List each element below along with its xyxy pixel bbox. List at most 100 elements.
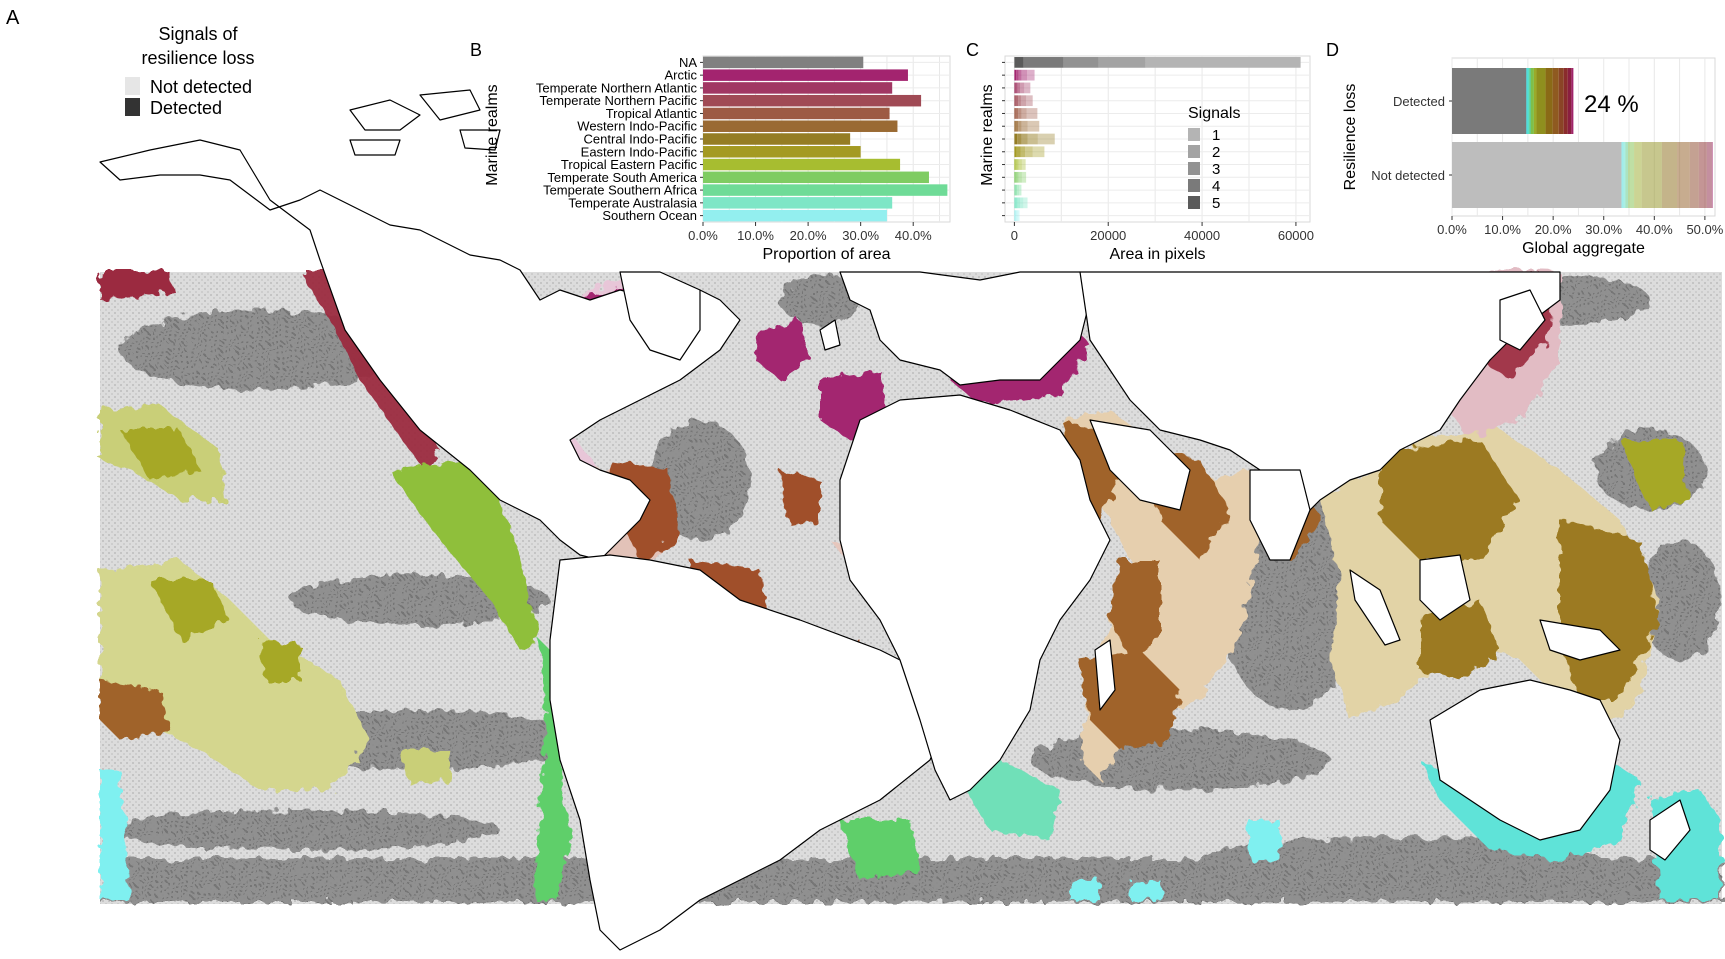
tick-label-x-b: 0.0% [688, 228, 718, 243]
bar-b [703, 133, 851, 145]
bar-segment-c [1014, 133, 1018, 145]
bar-segment-c [1014, 69, 1017, 81]
legend-label-not-detected: Not detected [150, 77, 252, 97]
panel-label-a: A [6, 7, 20, 29]
bar-segment-c [1016, 171, 1019, 183]
land-canadian-islands [349, 89, 501, 156]
land-north-america [99, 139, 741, 561]
bar-b [703, 69, 908, 81]
legend-a-title-line2: resilience loss [141, 48, 254, 68]
tick-label-y-d: Not detected [1371, 168, 1445, 183]
panel-c-chart: 0 20000 40000 60000 Area in pixels Marine rea… [979, 55, 1314, 263]
tick-label-y-b: Eastern Indo-Pacific [581, 144, 698, 159]
bar-segment-c [1017, 197, 1021, 209]
tick-label-y-b: Tropical Atlantic [606, 106, 698, 121]
bar-segment-c [1026, 95, 1033, 107]
bar-segment-d [1689, 142, 1699, 208]
bar-segment-c [1018, 120, 1022, 132]
bar-segment-d [1628, 142, 1635, 208]
bar-segment-c [1015, 210, 1017, 221]
bar-segment-d [1526, 68, 1528, 134]
bar-segment-c [1018, 159, 1022, 170]
panel-a-map [99, 89, 1722, 951]
bar-segment-c [1014, 120, 1016, 132]
legend-entry-c: 4 [1212, 178, 1220, 195]
land-new-guinea [1539, 619, 1621, 661]
land-arabia [1089, 419, 1191, 511]
tick-label-y-b: Southern Ocean [602, 208, 697, 223]
tick-label-y-b: Temperate South America [547, 170, 697, 185]
bar-segment-d [1706, 142, 1712, 208]
tick-label-x-c: 0 [1011, 228, 1018, 243]
bar-segment-c [1026, 108, 1038, 119]
bar-segment-d [1623, 142, 1626, 208]
bar-segment-d [1661, 142, 1678, 208]
bar-segment-c [1015, 108, 1019, 119]
bar-segment-c [1027, 120, 1040, 132]
bar-segment-c [1037, 133, 1055, 145]
bar-segment-d [1530, 68, 1534, 134]
bar-b [703, 197, 893, 209]
tick-label-y-b: NA [679, 55, 697, 70]
bar-segment-c [1021, 120, 1028, 132]
tick-label-y-d: Detected [1393, 94, 1445, 109]
bar-segment-c [1023, 197, 1028, 209]
bar-segment-c [1015, 197, 1018, 209]
bar-segment-d [1552, 68, 1559, 134]
axis-label-x-c: Area in pixels [1109, 246, 1205, 263]
bar-b [703, 184, 948, 196]
bar-segment-d [1625, 142, 1629, 208]
bar-segment-c [1014, 146, 1017, 158]
panel-label-c: C [966, 40, 979, 60]
axis-label-x-b: Proportion of area [762, 246, 890, 263]
bar-b [703, 94, 922, 107]
bar-segment-c [1020, 82, 1025, 94]
bar-segment-c [1016, 146, 1021, 158]
tick-label-x-d: 20.0% [1535, 222, 1572, 237]
tick-label-x-d: 50.0% [1686, 222, 1723, 237]
bar-segment-c [1017, 210, 1020, 221]
bar-segment-c [1063, 57, 1099, 68]
land-europe [839, 271, 1091, 386]
bar-segment-c [1021, 108, 1027, 119]
tick-label-x-d: 0.0% [1437, 222, 1467, 237]
legend-swatch-c [1188, 162, 1200, 175]
bar-segment-c [1015, 159, 1017, 170]
axis-label-x-d: Global aggregate [1522, 240, 1645, 257]
bar-segment-d [1634, 142, 1642, 208]
bar-segment-c [1014, 95, 1016, 107]
land-new-zealand [1649, 799, 1691, 861]
bar-segment-c [1018, 108, 1022, 119]
bar-segment-d [1698, 142, 1707, 208]
land-india [1249, 469, 1311, 561]
bar-segment-c [1017, 82, 1021, 94]
bar-segment-d [1621, 142, 1624, 208]
legend-entry-c: 2 [1212, 144, 1220, 161]
land-greenland [619, 271, 701, 361]
bar-segment-d [1529, 68, 1531, 134]
tick-label-x-d: 30.0% [1585, 222, 1622, 237]
bar-segment-d [1545, 68, 1553, 134]
axis-label-y-b: Marine realms [484, 84, 501, 185]
legend-label-detected: Detected [150, 98, 222, 118]
bar-segment-c [1020, 95, 1027, 107]
legend-title-c: Signals [1188, 105, 1240, 122]
bar-segment-c [1017, 184, 1020, 196]
panel-a-legend: A Signals of resilience loss Not detecte… [6, 7, 255, 118]
tick-label-x-d: 40.0% [1636, 222, 1673, 237]
bar-segment-d [1641, 142, 1662, 208]
bar-segment-c [1015, 82, 1018, 94]
legend-swatch-c [1188, 179, 1200, 192]
land-australia [1429, 679, 1621, 841]
bar-segment-c [1027, 69, 1035, 81]
bar-segment-d [1563, 68, 1568, 134]
bar-segment-c [1020, 197, 1024, 209]
bar-segment-c [1017, 133, 1022, 145]
bar-segment-c [1015, 171, 1017, 183]
axis-label-y-c: Marine realms [979, 84, 996, 185]
bar-b [703, 82, 893, 94]
land-africa [839, 394, 1111, 801]
tick-label-x-b: 10.0% [737, 228, 774, 243]
bar-segment-d [1533, 68, 1537, 134]
